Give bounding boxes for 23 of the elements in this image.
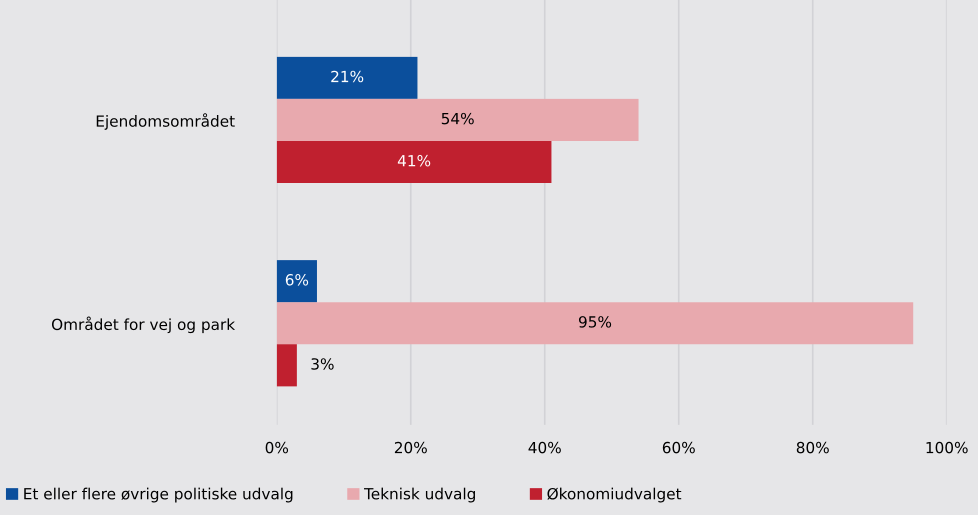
x-tick-label: 40% <box>528 442 561 454</box>
legend-label: Teknisk udvalg <box>364 488 475 502</box>
x-tick-label: 0% <box>266 442 288 454</box>
legend-label: Et eller flere øvrige politiske udvalg <box>24 488 292 502</box>
bar <box>276 56 418 99</box>
data-label: 54% <box>442 112 474 124</box>
bar <box>276 98 639 141</box>
bar <box>276 140 552 184</box>
x-tick-label: 60% <box>662 442 695 454</box>
data-label: 3% <box>311 358 334 370</box>
y-tick-label: Området for vej og park <box>52 316 236 334</box>
bar <box>276 260 317 302</box>
x-tick-label: 80% <box>796 442 829 454</box>
data-label: 6% <box>286 274 308 286</box>
x-tick-label: 20% <box>394 442 427 454</box>
data-label: 41% <box>398 154 430 166</box>
data-label: 95% <box>578 316 612 328</box>
bar <box>276 302 914 344</box>
x-tick-label: 100% <box>926 442 968 454</box>
data-label: 21% <box>331 70 364 82</box>
y-tick-label: Ejendomsområdet <box>96 113 235 130</box>
bar <box>276 344 297 386</box>
legend-label: Økonomiudvalget <box>547 488 682 502</box>
